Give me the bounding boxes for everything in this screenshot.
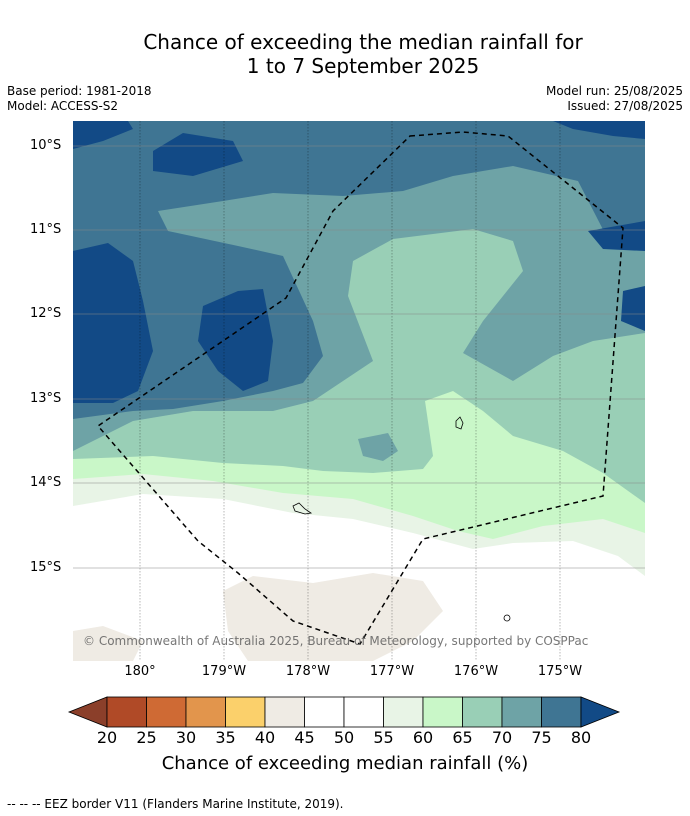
meta-left: Base period: 1981-2018 Model: ACCESS-S2 <box>7 84 152 114</box>
lat-label-14s: 14°S <box>30 475 62 490</box>
colorbar-tick-label: 20 <box>96 728 118 747</box>
colorbar <box>67 696 621 728</box>
eez-legend: -- -- -- EEZ border V11 (Flanders Marine… <box>7 797 344 811</box>
meta-right: Model run: 25/08/2025 Issued: 27/08/2025 <box>546 84 683 114</box>
zone-80-plus-1 <box>73 121 133 149</box>
lon-label-176w: 176°W <box>453 664 499 679</box>
lat-label-10s: 10°S <box>30 138 62 153</box>
colorbar-segment <box>343 696 384 728</box>
model-name: Model: ACCESS-S2 <box>7 99 119 113</box>
lat-label-12s: 12°S <box>30 306 62 321</box>
rainfall-map: © Commonwealth of Australia 2025, Bureau… <box>73 121 645 661</box>
colorbar-segment <box>225 696 266 728</box>
lon-label-175w: 175°W <box>537 664 583 679</box>
colorbar-under-arrow <box>67 696 108 728</box>
lat-label-15s: 15°S <box>30 560 62 575</box>
lon-label-177w: 177°W <box>369 664 415 679</box>
title-line-1: Chance of exceeding the median rainfall … <box>143 30 583 54</box>
colorbar-segment <box>264 696 305 728</box>
lat-label-13s: 13°S <box>30 391 62 406</box>
colorbar-tick-label: 45 <box>294 728 315 747</box>
colorbar-segment <box>541 696 582 728</box>
colorbar-segment <box>146 696 187 728</box>
colorbar-segment <box>106 696 147 728</box>
lon-label-178w: 178°W <box>285 664 331 679</box>
colorbar-tick-label: 55 <box>373 728 394 747</box>
colorbar-tick-label: 70 <box>491 728 513 747</box>
zone-80-plus-7 <box>621 286 645 331</box>
title-line-2: 1 to 7 September 2025 <box>246 54 480 78</box>
colorbar-label: Chance of exceeding median rainfall (%) <box>161 753 529 774</box>
lon-label-179w: 179°W <box>201 664 247 679</box>
zone-40-45-1 <box>223 573 443 661</box>
colorbar-segment <box>304 696 345 728</box>
map-title: Chance of exceeding the median rainfall … <box>0 30 690 78</box>
island-1 <box>455 416 464 430</box>
copyright-notice: © Commonwealth of Australia 2025, Bureau… <box>83 634 588 648</box>
colorbar-segment <box>185 696 226 728</box>
zone-40-45-2 <box>73 626 143 661</box>
graticule <box>139 121 561 661</box>
colorbar-tick-label: 60 <box>412 728 434 747</box>
lat-label-11s: 11°S <box>30 222 62 237</box>
colorbar-tick-label: 25 <box>136 728 157 747</box>
zone-80-plus-4 <box>73 243 153 403</box>
colorbar-segment <box>383 696 424 728</box>
base-period: Base period: 1981-2018 <box>7 84 152 98</box>
colorbar-tick-label: 40 <box>254 728 276 747</box>
zone-70-75-patch <box>358 433 398 461</box>
model-run: Model run: 25/08/2025 <box>545 84 683 98</box>
eez-border <box>96 131 624 645</box>
colorbar-segment <box>422 696 463 728</box>
colorbar-over-arrow <box>580 696 621 728</box>
colorbar-tick-label: 50 <box>333 728 355 747</box>
colorbar-segment <box>462 696 503 728</box>
lon-label-180: 180° <box>124 664 156 679</box>
island-2 <box>292 502 313 515</box>
zone-80-plus-6 <box>588 221 645 251</box>
zone-80-plus-2 <box>153 133 243 176</box>
colorbar-tick-label: 80 <box>570 728 592 747</box>
graticule-lat <box>73 145 645 569</box>
colorbar-tick-label: 75 <box>531 728 552 747</box>
zone-80-plus-3 <box>553 121 645 139</box>
colorbar-tick-label: 65 <box>452 728 473 747</box>
issued-date: Issued: 27/08/2025 <box>567 99 683 113</box>
zone-80-plus-5 <box>198 289 273 391</box>
colorbar-tick-label: 30 <box>175 728 197 747</box>
island-3 <box>503 614 511 622</box>
colorbar-tick-label: 35 <box>215 728 236 747</box>
colorbar-segment <box>501 696 542 728</box>
